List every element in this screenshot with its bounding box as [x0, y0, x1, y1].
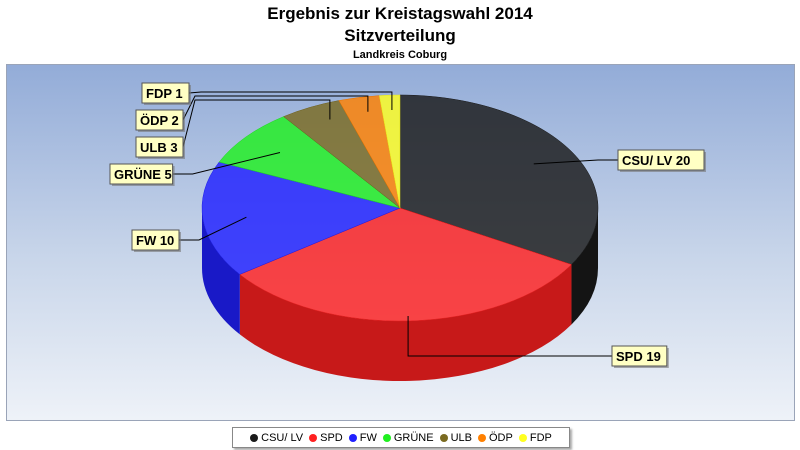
pie-slice-side-FW — [202, 208, 240, 335]
data-label-GRÜNE: GRÜNE 5 — [114, 167, 172, 182]
leader-line-FDP — [188, 91, 393, 110]
legend-swatch — [478, 433, 486, 442]
legend-label: ÖDP — [489, 431, 513, 444]
data-label-box — [131, 229, 180, 251]
data-label-ÖDP: ÖDP 2 — [140, 113, 179, 128]
leader-line-ULB — [182, 99, 331, 148]
pie-slice-SPD — [239, 207, 572, 322]
chart-title: Ergebnis zur Kreistagswahl 2014 — [267, 4, 533, 23]
data-label-box — [109, 163, 174, 185]
data-label-ULB: ULB 3 — [140, 140, 178, 155]
legend-label: CSU/ LV — [261, 431, 304, 444]
legend-item: ÖDP — [478, 432, 513, 444]
data-label-box — [141, 82, 190, 104]
legend-swatch — [382, 433, 391, 442]
data-label-box — [135, 109, 184, 131]
data-label-box — [611, 345, 668, 367]
data-label-SPD: SPD 19 — [616, 349, 661, 364]
legend: CSU/ LV SPD FW GRÜNE ULB ÖDP FDP — [232, 427, 570, 448]
leader-line-ÖDP — [182, 95, 369, 121]
data-label-box — [617, 149, 705, 171]
legend-swatch — [348, 433, 357, 442]
legend-item: FDP — [518, 431, 552, 444]
legend-swatch — [250, 433, 259, 442]
leader-line-CSU/ LV — [533, 159, 618, 165]
legend-item: GRÜNE — [382, 431, 434, 444]
data-label-CSU/ LV: CSU/ LV 20 — [622, 153, 690, 168]
chart-subtitle: Sitzverteilung — [344, 26, 456, 45]
legend-item: CSU/ LV — [250, 432, 303, 444]
pie-slice-side-SPD — [239, 264, 572, 381]
legend-label: FW — [359, 431, 377, 444]
legend-swatch — [439, 433, 448, 442]
pie-slice-GRÜNE — [218, 116, 401, 209]
data-label-FW: FW 10 — [136, 233, 174, 248]
legend-label: FDP — [529, 431, 552, 444]
legend-label: GRÜNE — [393, 431, 434, 444]
pie-slice-FDP — [379, 94, 401, 209]
leader-line-SPD — [407, 316, 612, 357]
data-label-FDP: FDP 1 — [146, 86, 183, 101]
chart-subtitle-region: Landkreis Coburg — [352, 49, 448, 61]
legend-swatch — [309, 433, 318, 442]
leader-line-FW — [179, 216, 247, 241]
data-labels: CSU/ LV 20 SPD 19 FW 10 GRÜNE 5 ULB 3 ÖDP 2 FD… — [109, 82, 706, 368]
legend-item: FW — [348, 431, 377, 444]
pie-slice-FW — [201, 161, 401, 275]
legend-label: SPD — [320, 431, 343, 444]
pie-slice-CSU/ LV — [399, 94, 599, 265]
pie-top-group — [201, 94, 599, 322]
legend-label: ULB — [450, 431, 472, 444]
legend-item: ULB — [439, 431, 472, 444]
leader-line-GRÜNE — [172, 152, 281, 175]
data-label-box — [135, 136, 184, 158]
legend-swatch — [518, 433, 527, 442]
legend-item: SPD — [309, 432, 343, 444]
